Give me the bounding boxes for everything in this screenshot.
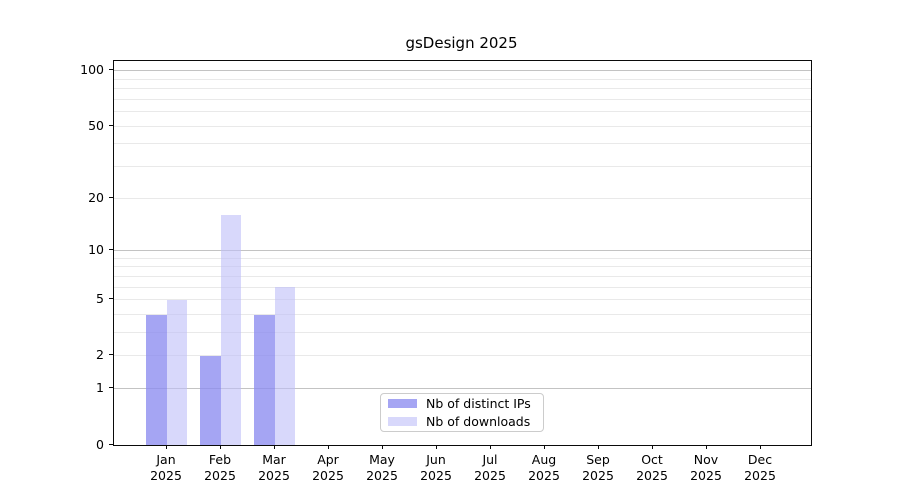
x-tick-month: Apr — [317, 452, 339, 467]
minor-gridline-30 — [114, 166, 811, 168]
minor-gridline-50 — [114, 125, 811, 127]
y-tick-mark-20 — [109, 196, 113, 198]
x-tick-year: 2025 — [474, 467, 506, 483]
major-gridline-10 — [114, 250, 811, 252]
x-tick-year: 2025 — [258, 467, 290, 483]
minor-gridline-40 — [114, 143, 811, 145]
minor-gridline-90 — [114, 78, 811, 80]
x-tick-month: Nov — [693, 452, 719, 467]
minor-gridline-20 — [114, 197, 811, 199]
x-tick-label-sep: Sep 2025 — [571, 452, 625, 483]
y-tick-label-50: 50 — [88, 117, 104, 133]
x-tick-label-feb: Feb 2025 — [193, 452, 247, 483]
x-tick-mark-oct — [651, 445, 653, 449]
x-tick-month: Aug — [531, 452, 557, 467]
x-tick-mark-jun — [435, 445, 437, 449]
x-tick-year: 2025 — [420, 467, 452, 483]
y-tick-label-2: 2 — [96, 347, 104, 363]
bar-feb-downloads — [221, 215, 241, 445]
distinct-ips-swatch-icon — [388, 399, 417, 408]
x-tick-year: 2025 — [690, 467, 722, 483]
x-tick-month: Mar — [262, 452, 286, 467]
x-tick-label-apr: Apr 2025 — [301, 452, 355, 483]
x-tick-month: Dec — [747, 452, 773, 467]
bar-mar-downloads — [275, 287, 295, 445]
major-gridline-1 — [114, 388, 811, 390]
x-tick-month: Jul — [482, 452, 498, 467]
x-tick-label-jan: Jan 2025 — [139, 452, 193, 483]
y-tick-mark-0 — [109, 443, 113, 445]
x-tick-mark-dec — [759, 445, 761, 449]
minor-gridline-3 — [114, 332, 811, 334]
y-tick-label-20: 20 — [88, 189, 104, 205]
chart-title: gsDesign 2025 — [405, 34, 518, 52]
bar-jan-distinct-ips — [146, 314, 167, 445]
y-tick-label-1: 1 — [96, 380, 104, 396]
x-tick-mark-apr — [327, 445, 329, 449]
minor-gridline-80 — [114, 88, 811, 90]
y-tick-label-100: 100 — [80, 62, 104, 78]
legend: Nb of distinct IPs Nb of downloads — [380, 393, 544, 432]
x-tick-month: Feb — [208, 452, 232, 467]
major-gridline-100 — [114, 70, 811, 72]
x-tick-label-jun: Jun 2025 — [409, 452, 463, 483]
x-tick-month: Oct — [641, 452, 663, 467]
minor-gridline-70 — [114, 98, 811, 100]
y-tick-mark-50 — [109, 124, 113, 126]
legend-item-distinct-ips: Nb of distinct IPs — [386, 396, 538, 411]
y-tick-mark-5 — [109, 298, 113, 300]
y-tick-label-10: 10 — [88, 242, 104, 258]
bar-feb-distinct-ips — [200, 355, 221, 445]
x-tick-label-mar: Mar 2025 — [247, 452, 301, 483]
y-tick-mark-2 — [109, 354, 113, 356]
x-tick-year: 2025 — [528, 467, 560, 483]
x-tick-year: 2025 — [312, 467, 344, 483]
y-tick-mark-10 — [109, 249, 113, 251]
x-tick-year: 2025 — [204, 467, 236, 483]
legend-item-downloads: Nb of downloads — [386, 414, 538, 429]
x-tick-label-nov: Nov 2025 — [679, 452, 733, 483]
minor-gridline-7 — [114, 275, 811, 277]
x-tick-month: May — [369, 452, 395, 467]
x-tick-month: Jan — [156, 452, 176, 467]
y-tick-label-0: 0 — [96, 436, 104, 452]
minor-gridline-9 — [114, 257, 811, 259]
x-tick-mark-aug — [543, 445, 545, 449]
bar-mar-distinct-ips — [254, 314, 275, 445]
minor-gridline-5 — [114, 299, 811, 301]
y-tick-mark-100 — [109, 69, 113, 71]
x-tick-mark-jan — [165, 445, 167, 449]
minor-gridline-6 — [114, 286, 811, 288]
x-tick-month: Jun — [426, 452, 446, 467]
minor-gridline-2 — [114, 355, 811, 357]
x-tick-year: 2025 — [582, 467, 614, 483]
minor-gridline-60 — [114, 111, 811, 113]
plot-area — [113, 60, 812, 446]
legend-label-downloads: Nb of downloads — [426, 414, 531, 429]
x-tick-month: Sep — [586, 452, 610, 467]
x-tick-label-may: May 2025 — [355, 452, 409, 483]
x-tick-mark-sep — [597, 445, 599, 449]
bar-jan-downloads — [167, 299, 187, 445]
y-tick-label-5: 5 — [96, 291, 104, 307]
x-tick-year: 2025 — [150, 467, 182, 483]
x-tick-label-dec: Dec 2025 — [733, 452, 787, 483]
x-tick-mark-mar — [273, 445, 275, 449]
downloads-swatch-icon — [388, 417, 417, 426]
x-tick-label-aug: Aug 2025 — [517, 452, 571, 483]
minor-gridline-8 — [114, 266, 811, 268]
x-tick-year: 2025 — [366, 467, 398, 483]
minor-gridline-4 — [114, 314, 811, 315]
x-tick-year: 2025 — [636, 467, 668, 483]
x-tick-label-oct: Oct 2025 — [625, 452, 679, 483]
x-tick-mark-nov — [705, 445, 707, 449]
x-tick-year: 2025 — [744, 467, 776, 483]
x-tick-mark-jul — [489, 445, 491, 449]
x-tick-mark-feb — [219, 445, 221, 449]
x-tick-mark-may — [381, 445, 383, 449]
legend-label-distinct-ips: Nb of distinct IPs — [426, 396, 531, 411]
y-tick-mark-1 — [109, 387, 113, 389]
x-tick-label-jul: Jul 2025 — [463, 452, 517, 483]
